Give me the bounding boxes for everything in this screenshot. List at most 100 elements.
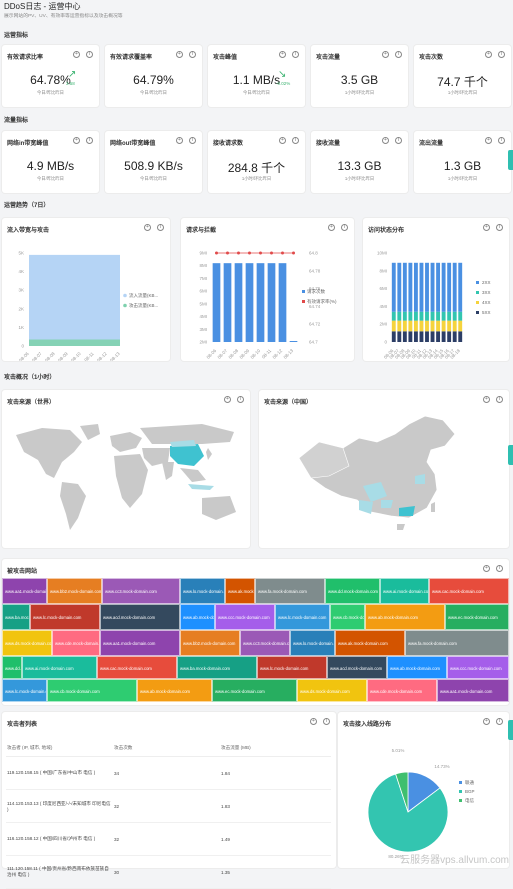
treemap-cell[interactable]: www.cac.mock-domain.com — [97, 656, 177, 679]
treemap-cell[interactable]: www.cde.mock-domain.com — [52, 630, 100, 656]
column-header-attacker[interactable]: 攻击者 (IP, 城市, 地域) — [6, 740, 113, 757]
table-row[interactable]: 119.120.158.15 ( 中国/广东省/中山市 电信 ) 34 1.84 — [6, 756, 331, 790]
treemap-cell[interactable]: www.ak.mock-domain.com — [225, 578, 255, 604]
table-row[interactable]: 114.120.153.13 ( 印度尼西亚/-/-/未知城市 印尼电信 ) 32… — [6, 789, 331, 823]
treemap-cell[interactable]: www.ab.mock-domain.com — [365, 604, 445, 630]
treemap-cell[interactable]: www.lo.mock-domain.com — [180, 578, 225, 604]
zoom-icon[interactable]: + — [73, 51, 80, 58]
treemap-cell[interactable]: www.bb2.mock-domain.com — [180, 630, 240, 656]
info-icon[interactable]: i — [395, 51, 402, 58]
zoom-icon[interactable]: + — [144, 224, 151, 231]
treemap-cell[interactable]: www.aa1.mock-domain.com — [100, 630, 180, 656]
china-map[interactable] — [259, 390, 509, 548]
zoom-icon[interactable]: + — [279, 137, 286, 144]
treemap-cell[interactable]: www.lc.mock-domain.com — [257, 656, 327, 679]
southeast-asia — [180, 468, 206, 482]
zoom-icon[interactable]: + — [485, 51, 492, 58]
treemap-cell[interactable]: www.acd.mock-domain.com — [327, 656, 387, 679]
y-tick-label: 5K — [18, 251, 24, 256]
zoom-icon[interactable]: + — [176, 51, 183, 58]
treemap-cell[interactable]: www.lo.mock-domain.com — [290, 630, 335, 656]
treemap-cell[interactable]: www.lc.mock-domain.com — [30, 604, 100, 630]
treemap-cell[interactable]: www.ai.mock-domain.com — [380, 578, 429, 604]
side-handle[interactable] — [508, 445, 513, 465]
column-header-traffic[interactable]: 攻击流量 (MB) — [220, 740, 331, 757]
info-icon[interactable]: i — [292, 51, 299, 58]
traffic-cell: 1.49 — [220, 822, 331, 856]
treemap-cell[interactable]: www.ab.mock-domain.com — [180, 604, 215, 630]
treemap-cell[interactable]: www.acd.mock-domain.com — [100, 604, 180, 630]
treemap-cell[interactable]: www.ab.mock-domain.com — [137, 679, 212, 702]
mongolia — [170, 440, 196, 447]
zoom-icon[interactable]: + — [328, 224, 335, 231]
zoom-icon[interactable]: + — [485, 137, 492, 144]
x-tick-label: 08-10 — [70, 351, 82, 361]
zoom-icon[interactable]: + — [310, 718, 317, 725]
treemap-cell[interactable]: www.fa.mock-domain.com — [255, 578, 325, 604]
info-icon[interactable]: i — [292, 137, 299, 144]
treemap-cell[interactable]: www.ds.mock-domain.com — [297, 679, 367, 702]
attacked-sites-treemap[interactable]: www.aa1.mock-domain.com www.bb2.mock-doma… — [2, 578, 509, 702]
info-icon[interactable]: i — [395, 137, 402, 144]
zoom-icon[interactable]: + — [382, 51, 389, 58]
info-icon[interactable]: i — [86, 137, 93, 144]
treemap-cell[interactable]: www.ai.mock-domain.com — [22, 656, 97, 679]
zoom-icon[interactable]: + — [176, 137, 183, 144]
zoom-icon[interactable]: + — [483, 396, 490, 403]
treemap-cell[interactable]: www.cde.mock-domain.com — [367, 679, 437, 702]
side-handle[interactable] — [508, 720, 513, 740]
zoom-icon[interactable]: + — [279, 51, 286, 58]
treemap-cell[interactable]: www.cc3.mock-domain.com — [240, 630, 290, 656]
zoom-icon[interactable]: + — [382, 137, 389, 144]
zoom-icon[interactable]: + — [224, 396, 231, 403]
treemap-cell[interactable]: www.fa.mock-domain.com — [405, 630, 509, 656]
info-icon[interactable]: i — [496, 718, 503, 725]
treemap-cell[interactable]: www.bb2.mock-domain.com — [47, 578, 102, 604]
info-icon[interactable]: i — [496, 224, 503, 231]
card-title: 攻击次数 — [419, 55, 444, 61]
treemap-cell[interactable]: www.ec.mock-domain.com — [445, 604, 509, 630]
table-row[interactable]: 111.120.158.11 ( 中国/贵州省/黔西南布依族苗族自治州 电信 )… — [6, 855, 331, 889]
treemap-cell[interactable]: www.aa1.mock-domain.com — [437, 679, 509, 702]
info-icon[interactable]: i — [86, 51, 93, 58]
info-icon[interactable]: i — [323, 718, 330, 725]
side-handle[interactable] — [508, 150, 513, 170]
stacked-bar-segment — [458, 331, 463, 342]
treemap-cell[interactable]: www.dd.mock-domain.com — [2, 656, 22, 679]
column-header-count[interactable]: 攻击次数 — [113, 740, 220, 757]
zoom-icon[interactable]: + — [483, 224, 490, 231]
legend-swatch — [459, 799, 462, 802]
treemap-cell[interactable]: www.cb.mock-domain.com — [330, 604, 365, 630]
treemap-cell[interactable]: www.aa1.mock-domain.com — [2, 578, 47, 604]
treemap-cell[interactable]: www.ab.mock-domain.com — [387, 656, 447, 679]
treemap-cell[interactable]: www.cc3.mock-domain.com — [102, 578, 180, 604]
treemap-cell[interactable]: www.ec.mock-domain.com — [212, 679, 297, 702]
info-icon[interactable]: i — [189, 137, 196, 144]
info-icon[interactable]: i — [157, 224, 164, 231]
info-icon[interactable]: i — [341, 224, 348, 231]
treemap-cell[interactable]: www.lc.mock-domain.com — [275, 604, 330, 630]
info-icon[interactable]: i — [189, 51, 196, 58]
treemap-cell[interactable]: www.ba.mock-domain.com — [177, 656, 257, 679]
treemap-cell[interactable]: www.dd.mock-domain.com — [325, 578, 380, 604]
legend-label: 流入流量(KB... — [129, 292, 158, 299]
treemap-cell[interactable]: www.ak.mock-domain.com — [335, 630, 405, 656]
y-tick-label: 8MI — [379, 268, 387, 273]
zoom-icon[interactable]: + — [483, 565, 490, 572]
treemap-cell[interactable]: www.ba.mock-domain.com — [2, 604, 30, 630]
zoom-icon[interactable]: + — [483, 718, 490, 725]
treemap-cell[interactable]: www.ds.mock-domain.com — [2, 630, 52, 656]
treemap-cell[interactable]: www.ccc.mock-domain.com — [215, 604, 275, 630]
info-icon[interactable]: i — [498, 51, 505, 58]
treemap-cell[interactable]: www.cac.mock-domain.com — [429, 578, 509, 604]
info-icon[interactable]: i — [498, 137, 505, 144]
info-icon[interactable]: i — [237, 396, 244, 403]
info-icon[interactable]: i — [496, 396, 503, 403]
table-row[interactable]: 116.120.158.12 ( 中国/四川省/泸州市 电信 ) 32 1.49 — [6, 822, 331, 856]
world-map[interactable] — [2, 390, 250, 548]
zoom-icon[interactable]: + — [73, 137, 80, 144]
treemap-cell[interactable]: www.cb.mock-domain.com — [47, 679, 137, 702]
treemap-cell[interactable]: www.ccc.mock-domain.com — [447, 656, 509, 679]
treemap-cell[interactable]: www.lc.mock-domain.com — [2, 679, 47, 702]
info-icon[interactable]: i — [496, 565, 503, 572]
